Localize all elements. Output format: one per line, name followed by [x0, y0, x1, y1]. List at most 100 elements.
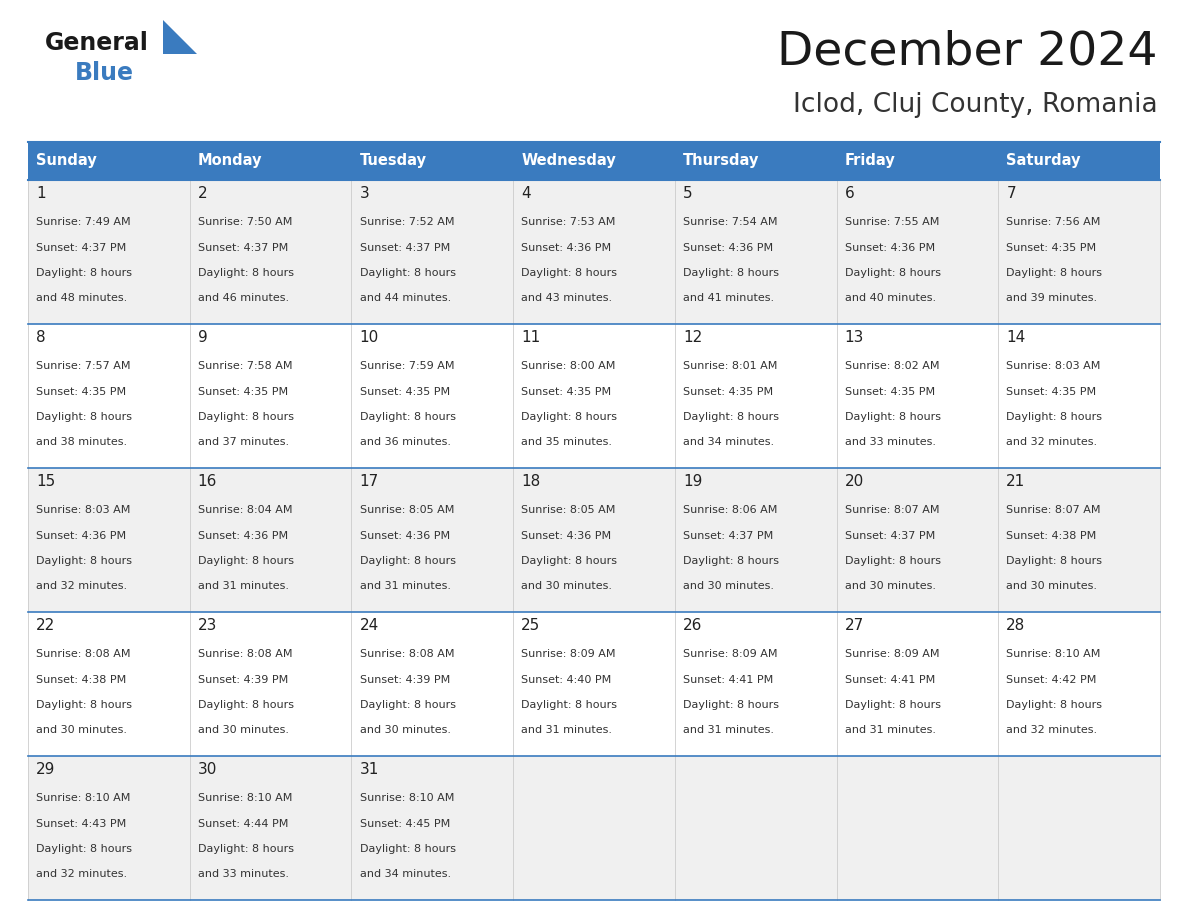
Text: 14: 14: [1006, 330, 1025, 345]
Text: 17: 17: [360, 474, 379, 488]
Bar: [29, 468, 190, 612]
Text: and 36 minutes.: and 36 minutes.: [360, 437, 450, 447]
Text: Sunset: 4:35 PM: Sunset: 4:35 PM: [360, 386, 449, 397]
Text: and 31 minutes.: and 31 minutes.: [522, 725, 612, 735]
Bar: [836, 142, 998, 180]
Bar: [190, 468, 352, 612]
Text: Daylight: 8 hours: Daylight: 8 hours: [36, 268, 132, 278]
Bar: [513, 142, 675, 180]
Text: Sunrise: 7:49 AM: Sunrise: 7:49 AM: [36, 218, 131, 228]
Text: Sunrise: 8:05 AM: Sunrise: 8:05 AM: [522, 506, 615, 515]
Text: Sunrise: 7:57 AM: Sunrise: 7:57 AM: [36, 362, 131, 372]
Text: and 30 minutes.: and 30 minutes.: [522, 581, 612, 591]
Text: Blue: Blue: [75, 61, 134, 85]
Text: 28: 28: [1006, 618, 1025, 633]
Text: Sunrise: 7:56 AM: Sunrise: 7:56 AM: [1006, 218, 1101, 228]
Bar: [29, 756, 190, 900]
Text: December 2024: December 2024: [777, 29, 1158, 74]
Bar: [352, 756, 513, 900]
Text: Sunset: 4:44 PM: Sunset: 4:44 PM: [197, 819, 289, 829]
Text: 15: 15: [36, 474, 56, 488]
Text: Sunset: 4:38 PM: Sunset: 4:38 PM: [1006, 531, 1097, 541]
Text: 23: 23: [197, 618, 217, 633]
Text: 6: 6: [845, 185, 854, 201]
Bar: [675, 756, 836, 900]
Text: Sunset: 4:37 PM: Sunset: 4:37 PM: [197, 242, 287, 252]
Text: Daylight: 8 hours: Daylight: 8 hours: [845, 555, 941, 565]
Text: Sunset: 4:43 PM: Sunset: 4:43 PM: [36, 819, 126, 829]
Text: 1: 1: [36, 185, 45, 201]
Bar: [352, 324, 513, 468]
Text: 12: 12: [683, 330, 702, 345]
Text: Daylight: 8 hours: Daylight: 8 hours: [36, 700, 132, 710]
Text: 25: 25: [522, 618, 541, 633]
Text: Daylight: 8 hours: Daylight: 8 hours: [360, 412, 455, 422]
Bar: [352, 142, 513, 180]
Text: Daylight: 8 hours: Daylight: 8 hours: [197, 268, 293, 278]
Text: 31: 31: [360, 762, 379, 777]
Text: 26: 26: [683, 618, 702, 633]
Text: Sunrise: 7:58 AM: Sunrise: 7:58 AM: [197, 362, 292, 372]
Text: and 30 minutes.: and 30 minutes.: [197, 725, 289, 735]
Text: Sunset: 4:35 PM: Sunset: 4:35 PM: [1006, 242, 1097, 252]
Bar: [998, 612, 1159, 756]
Text: and 43 minutes.: and 43 minutes.: [522, 293, 612, 303]
Text: and 30 minutes.: and 30 minutes.: [1006, 581, 1098, 591]
Text: and 34 minutes.: and 34 minutes.: [683, 437, 775, 447]
Text: Sunrise: 8:10 AM: Sunrise: 8:10 AM: [36, 793, 131, 803]
Bar: [29, 612, 190, 756]
Text: Sunrise: 8:09 AM: Sunrise: 8:09 AM: [683, 649, 777, 659]
Bar: [190, 324, 352, 468]
Text: Sunrise: 8:08 AM: Sunrise: 8:08 AM: [197, 649, 292, 659]
Bar: [190, 180, 352, 324]
Text: and 31 minutes.: and 31 minutes.: [360, 581, 450, 591]
Text: Daylight: 8 hours: Daylight: 8 hours: [683, 412, 779, 422]
Text: Sunset: 4:39 PM: Sunset: 4:39 PM: [360, 675, 450, 685]
Text: and 30 minutes.: and 30 minutes.: [36, 725, 127, 735]
Bar: [675, 180, 836, 324]
Text: 8: 8: [36, 330, 45, 345]
Bar: [836, 468, 998, 612]
Text: Sunrise: 8:04 AM: Sunrise: 8:04 AM: [197, 506, 292, 515]
Text: Sunrise: 7:55 AM: Sunrise: 7:55 AM: [845, 218, 939, 228]
Text: and 34 minutes.: and 34 minutes.: [360, 869, 450, 879]
Text: General: General: [45, 31, 148, 55]
Bar: [29, 324, 190, 468]
Text: Sunset: 4:36 PM: Sunset: 4:36 PM: [845, 242, 935, 252]
Text: Sunrise: 8:08 AM: Sunrise: 8:08 AM: [36, 649, 131, 659]
Text: Sunset: 4:36 PM: Sunset: 4:36 PM: [683, 242, 773, 252]
Text: Sunset: 4:35 PM: Sunset: 4:35 PM: [1006, 386, 1097, 397]
Text: and 31 minutes.: and 31 minutes.: [845, 725, 936, 735]
Text: 9: 9: [197, 330, 208, 345]
Text: Daylight: 8 hours: Daylight: 8 hours: [1006, 700, 1102, 710]
Text: Daylight: 8 hours: Daylight: 8 hours: [197, 700, 293, 710]
Bar: [998, 142, 1159, 180]
Text: Sunset: 4:41 PM: Sunset: 4:41 PM: [683, 675, 773, 685]
Bar: [675, 612, 836, 756]
Text: Daylight: 8 hours: Daylight: 8 hours: [36, 844, 132, 854]
Text: and 48 minutes.: and 48 minutes.: [36, 293, 127, 303]
Text: 7: 7: [1006, 185, 1016, 201]
Text: Daylight: 8 hours: Daylight: 8 hours: [197, 412, 293, 422]
Bar: [352, 468, 513, 612]
Text: 22: 22: [36, 618, 56, 633]
Text: and 31 minutes.: and 31 minutes.: [683, 725, 773, 735]
Bar: [513, 324, 675, 468]
Text: Sunset: 4:37 PM: Sunset: 4:37 PM: [683, 531, 773, 541]
Text: Sunrise: 8:10 AM: Sunrise: 8:10 AM: [1006, 649, 1101, 659]
Text: Sunset: 4:38 PM: Sunset: 4:38 PM: [36, 675, 126, 685]
Bar: [998, 324, 1159, 468]
Text: and 35 minutes.: and 35 minutes.: [522, 437, 612, 447]
Text: Daylight: 8 hours: Daylight: 8 hours: [683, 555, 779, 565]
Bar: [352, 612, 513, 756]
Text: Tuesday: Tuesday: [360, 153, 426, 169]
Text: and 41 minutes.: and 41 minutes.: [683, 293, 775, 303]
Text: Sunset: 4:39 PM: Sunset: 4:39 PM: [197, 675, 287, 685]
Text: and 39 minutes.: and 39 minutes.: [1006, 293, 1098, 303]
Text: Sunset: 4:40 PM: Sunset: 4:40 PM: [522, 675, 612, 685]
Text: and 32 minutes.: and 32 minutes.: [36, 869, 127, 879]
Text: Sunset: 4:37 PM: Sunset: 4:37 PM: [36, 242, 126, 252]
Text: Saturday: Saturday: [1006, 153, 1081, 169]
Text: Sunset: 4:45 PM: Sunset: 4:45 PM: [360, 819, 450, 829]
Text: Sunrise: 8:07 AM: Sunrise: 8:07 AM: [1006, 506, 1101, 515]
